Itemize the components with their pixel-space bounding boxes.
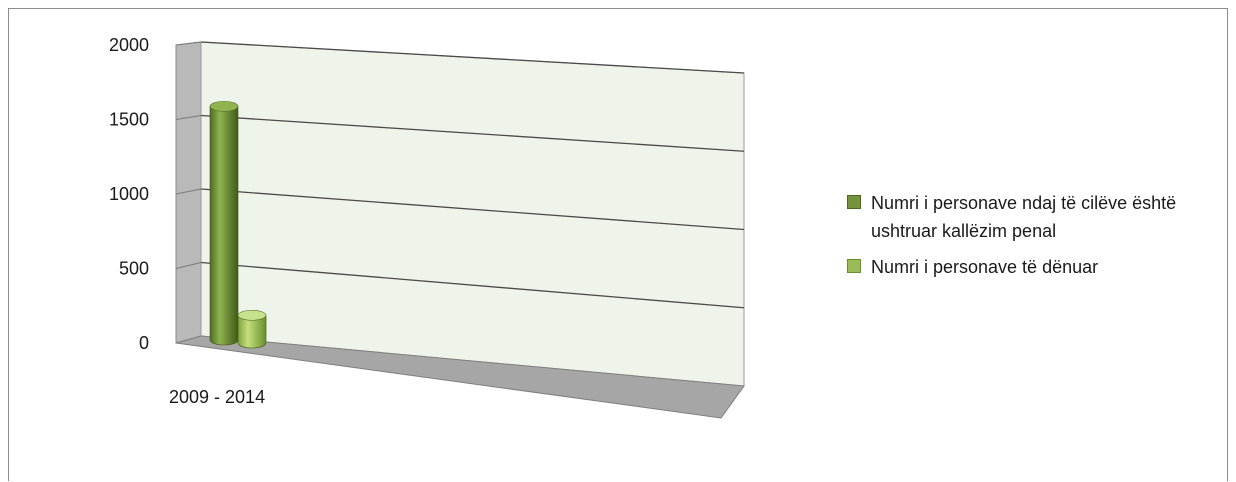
x-axis-categories: 2009 - 2014 [169,387,265,407]
side-gridline [175,188,202,195]
x-category-label: 2009 - 2014 [169,387,265,407]
bar-2-body [237,314,267,349]
y-tick-label: 1500 [109,110,149,130]
chart-frame: 0 500 1000 1500 2000 2009 - 2014 Numri i per… [8,8,1228,481]
legend: Numri i personave ndaj të cilëve është u… [847,189,1227,289]
bar-2-top [237,309,267,321]
legend-label-series-2: Numri i personave të dënuar [871,257,1099,277]
legend-swatch-series-2 [847,259,861,273]
bars [209,101,267,349]
gridlines [175,41,745,309]
y-tick-label: 1000 [109,184,149,204]
y-tick-label: 0 [139,333,149,353]
bar-1-body [209,106,239,346]
y-axis-ticks: 0 500 1000 1500 2000 [109,35,149,353]
y-tick-label: 500 [119,259,149,279]
gridline [200,41,745,74]
legend-label-series-1: Numri i personave ndaj të cilëve është u… [871,193,1177,241]
bar-1-top [209,101,239,112]
legend-item-series-2[interactable]: Numri i personave të dënuar [847,253,1227,281]
side-wall [175,41,202,344]
bar-chart: 0 500 1000 1500 2000 2009 - 2014 [109,35,745,419]
y-tick-label: 2000 [109,35,149,55]
floor [175,335,745,419]
side-gridline [175,262,202,269]
chart-walls [175,41,745,419]
legend-item-series-1[interactable]: Numri i personave ndaj të cilëve është u… [847,189,1227,245]
gridline [200,114,745,152]
side-gridline [175,41,202,46]
side-gridline [175,115,202,120]
back-wall [200,41,745,387]
gridline [200,188,745,231]
gridline [200,261,745,309]
legend-swatch-series-1 [847,195,861,209]
